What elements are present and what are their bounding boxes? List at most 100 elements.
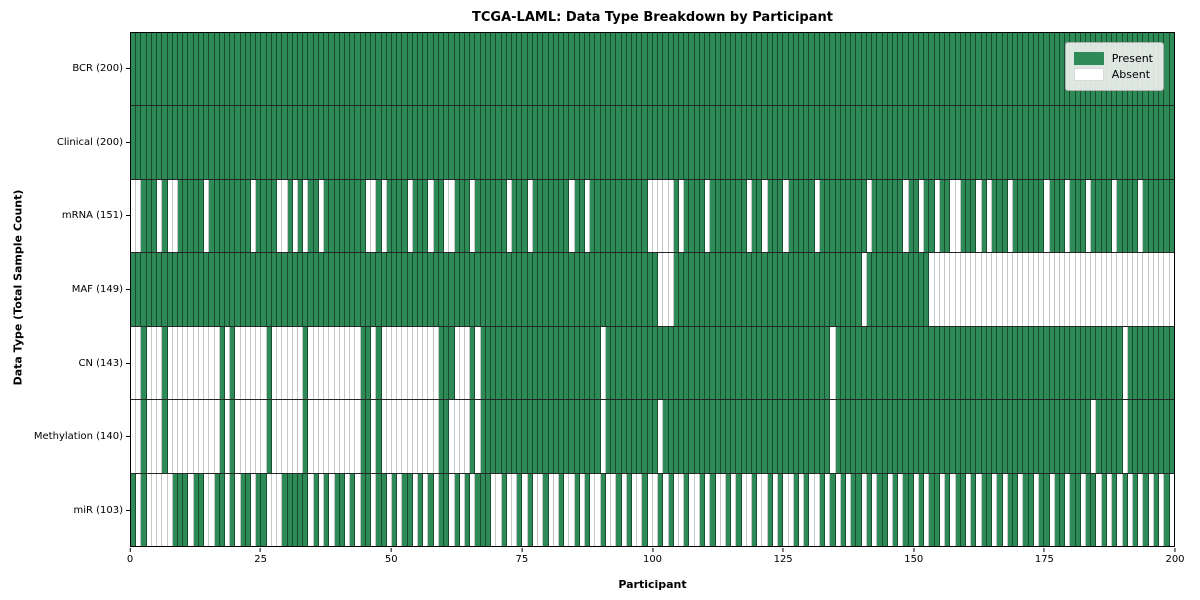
matrix-cell — [402, 326, 408, 400]
matrix-cell — [219, 473, 225, 546]
matrix-cell — [1096, 106, 1102, 179]
matrix-cell — [992, 326, 998, 400]
matrix-cell — [204, 326, 210, 400]
matrix-cell — [407, 400, 413, 473]
matrix-cell — [658, 179, 664, 253]
matrix-cell — [986, 473, 993, 546]
matrix-cell — [960, 253, 966, 326]
matrix-cell — [188, 400, 194, 473]
matrix-cell — [861, 473, 867, 546]
matrix-cell — [449, 106, 455, 179]
matrix-cell — [151, 253, 158, 326]
matrix-cell — [1143, 326, 1149, 400]
matrix-cell — [1122, 253, 1128, 326]
matrix-cell — [209, 326, 215, 400]
matrix-cell — [465, 106, 471, 179]
matrix-cell — [892, 400, 899, 473]
matrix-cell — [851, 326, 857, 400]
matrix-cell — [506, 179, 512, 253]
matrix-cell — [1086, 326, 1092, 400]
matrix-cell — [334, 253, 340, 326]
matrix-cell — [945, 253, 951, 326]
matrix-cell — [183, 400, 189, 473]
matrix-cell — [600, 473, 606, 546]
matrix-cell — [569, 179, 575, 253]
matrix-cell — [997, 326, 1003, 400]
matrix-cell — [491, 400, 497, 473]
matrix-cell — [501, 326, 507, 400]
matrix-cell — [986, 179, 993, 253]
matrix-cell — [558, 400, 565, 473]
matrix-cell — [266, 326, 272, 400]
matrix-cell — [1054, 33, 1060, 106]
matrix-cell — [616, 400, 622, 473]
matrix-cell — [898, 400, 904, 473]
matrix-cell — [981, 473, 987, 546]
legend: Present Absent — [1064, 42, 1164, 91]
matrix-cell — [809, 106, 815, 179]
matrix-cell — [699, 326, 706, 400]
matrix-cell — [517, 400, 523, 473]
matrix-cell — [605, 179, 612, 253]
matrix-cell — [898, 106, 904, 179]
matrix-cell — [955, 326, 961, 400]
matrix-cell — [256, 326, 262, 400]
matrix-cell — [1169, 33, 1174, 106]
matrix-cell — [939, 106, 946, 179]
matrix-cell — [752, 400, 758, 473]
matrix-cell — [501, 106, 507, 179]
matrix-cell — [668, 179, 674, 253]
matrix-cell — [1101, 106, 1107, 179]
matrix-cell — [694, 400, 700, 473]
matrix-cell — [167, 326, 173, 400]
matrix-cell — [783, 326, 789, 400]
matrix-cell — [1127, 253, 1133, 326]
matrix-cell — [720, 33, 726, 106]
matrix-cell — [705, 106, 711, 179]
matrix-cell — [1127, 400, 1133, 473]
y-tick-label: BCR (200) — [72, 63, 123, 75]
matrix-cell — [616, 106, 622, 179]
matrix-cell — [188, 179, 194, 253]
matrix-cell — [245, 106, 252, 179]
heatmap-row-bcr — [131, 33, 1174, 106]
matrix-cell — [1148, 400, 1154, 473]
matrix-cell — [877, 106, 883, 179]
matrix-cell — [251, 326, 257, 400]
matrix-cell — [219, 179, 225, 253]
matrix-cell — [1159, 253, 1165, 326]
matrix-cell — [329, 473, 335, 546]
matrix-cell — [407, 253, 413, 326]
matrix-cell — [1086, 179, 1092, 253]
matrix-cell — [793, 473, 799, 546]
matrix-cell — [214, 253, 220, 326]
matrix-cell — [882, 179, 888, 253]
matrix-cell — [1044, 473, 1050, 546]
matrix-cell — [694, 33, 700, 106]
matrix-cell — [585, 326, 591, 400]
matrix-cell — [835, 473, 841, 546]
matrix-cell — [772, 326, 779, 400]
matrix-cell — [976, 326, 982, 400]
matrix-cell — [746, 400, 753, 473]
matrix-cell — [950, 473, 956, 546]
matrix-cell — [1138, 326, 1144, 400]
matrix-cell — [1018, 106, 1024, 179]
matrix-cell — [762, 400, 768, 473]
matrix-cell — [1070, 473, 1076, 546]
matrix-cell — [162, 33, 168, 106]
matrix-cell — [866, 326, 873, 400]
matrix-cell — [845, 106, 852, 179]
matrix-cell — [830, 326, 836, 400]
matrix-cell — [866, 179, 873, 253]
matrix-cell — [240, 179, 246, 253]
matrix-cell — [913, 33, 920, 106]
matrix-cell — [491, 253, 497, 326]
matrix-cell — [183, 179, 189, 253]
matrix-cell — [939, 253, 946, 326]
matrix-cell — [1049, 179, 1055, 253]
matrix-cell — [976, 253, 982, 326]
matrix-cell — [240, 400, 246, 473]
matrix-cell — [146, 253, 152, 326]
matrix-cell — [459, 179, 465, 253]
